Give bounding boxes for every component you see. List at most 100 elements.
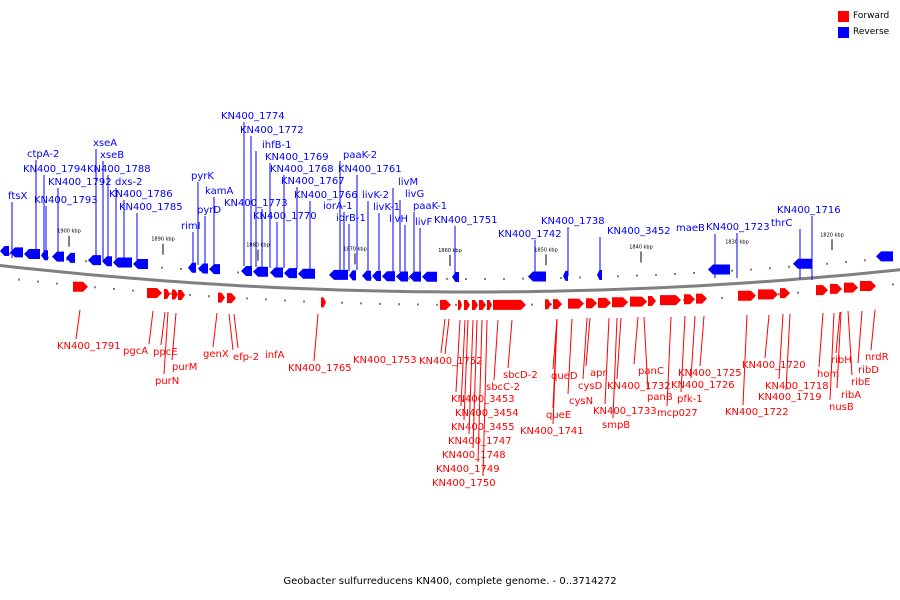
forward-genes (73, 280, 876, 310)
forward-gene-arrow (648, 296, 656, 307)
forward-gene-arrow (73, 281, 88, 292)
forward-gene-leader (313, 313, 319, 362)
forward-gene-label: KN400_1718 (765, 381, 829, 392)
forward-gene-label: KN400_1726 (671, 380, 735, 391)
forward-gene-arrow (440, 299, 451, 310)
forward-gene-label: efp-2 (233, 352, 259, 363)
forward-gene-label: KN400_1749 (436, 464, 500, 475)
forward-gene-label: ribD (858, 365, 879, 376)
forward-gene-arrow (860, 280, 876, 291)
forward-gene-leader (699, 315, 705, 367)
scale-label: 1900 kbp (57, 229, 81, 235)
scale-label: 1880 kbp (246, 243, 270, 249)
forward-gene-label: KN400_1720 (742, 360, 806, 371)
forward-gene-arrow (218, 292, 225, 303)
forward-gene-leader (785, 313, 791, 391)
forward-gene-label: queE (546, 410, 571, 421)
forward-gene-leader (75, 309, 81, 340)
forward-gene-leader (552, 318, 558, 425)
reverse-gene-label: KN400_1738 (541, 216, 605, 227)
reverse-genes (0, 245, 893, 282)
forward-gene-label: sbcD-2 (503, 370, 538, 381)
reverse-gene-label: KN400_1788 (87, 164, 151, 175)
reverse-gene-label: thrC (771, 218, 792, 229)
reverse-gene-label: KN400_1742 (498, 229, 562, 240)
forward-gene-leader (582, 317, 588, 380)
forward-gene-arrow (630, 296, 647, 307)
reverse-gene-arrow (10, 247, 23, 258)
reverse-gene-arrow (24, 248, 40, 259)
forward-gene-arrow (598, 297, 611, 308)
forward-gene-arrow (758, 289, 778, 300)
forward-gene-arrow (472, 299, 478, 310)
forward-gene-leader (212, 312, 218, 348)
forward-gene-label: KN400_1725 (678, 368, 742, 379)
forward-gene-arrow (586, 298, 597, 309)
forward-gene-label: panC (638, 366, 664, 377)
reverse-gene-label: KN400_1773 (224, 198, 288, 209)
forward-gene-leader (171, 312, 177, 361)
figure-caption: Geobacter sulfurreducens KN400, complete… (283, 576, 617, 587)
reverse-gene-arrow (362, 270, 371, 281)
forward-gene-label: genX (203, 349, 229, 360)
reverse-labels: ftsX ctpA-2 KN400_1794 KN400_1793 KN400_1792… (8, 111, 841, 280)
forward-gene-label: cysN (569, 396, 593, 407)
scale-label: 1860 kbp (438, 248, 462, 254)
reverse-gene-label: KN400_1774 (221, 111, 285, 122)
forward-gene-arrow (321, 297, 326, 308)
forward-gene-arrow (830, 283, 842, 294)
reverse-gene-label: ihfB-1 (262, 140, 291, 151)
forward-gene-label: KN400_3455 (451, 422, 515, 433)
forward-gene-arrow (844, 282, 858, 293)
forward-gene-label: KN400_1750 (432, 478, 496, 489)
forward-gene-label: KN400_1732 (607, 381, 671, 392)
forward-gene-leader (444, 318, 450, 355)
forward-gene-label: mcp027 (657, 408, 698, 419)
forward-gene-label: queD (551, 371, 578, 382)
forward-gene-leader (585, 317, 591, 367)
forward-gene-leader (666, 316, 672, 407)
forward-gene-leader (160, 311, 166, 346)
reverse-gene-label: KN400_1751 (434, 215, 498, 226)
forward-gene-leader (163, 311, 169, 375)
reverse-gene-arrow (409, 271, 421, 282)
reverse-gene-arrow (793, 258, 812, 269)
reverse-gene-arrow (133, 258, 148, 269)
forward-gene-leader (482, 319, 488, 477)
forward-gene-leader (835, 311, 841, 354)
reverse-gene-arrow (349, 270, 356, 281)
forward-gene-label: purM (172, 362, 197, 373)
reverse-gene-arrow (372, 270, 381, 281)
reverse-gene-label: KN400_1761 (338, 164, 402, 175)
reverse-gene-label: maeB (676, 223, 705, 234)
reverse-gene-label: KN400_1723 (706, 222, 770, 233)
reverse-gene-label: KN400_1785 (119, 202, 183, 213)
forward-gene-leader (829, 312, 835, 401)
forward-gene-arrow (164, 288, 170, 299)
forward-gene-label: hom (817, 369, 839, 380)
forward-swatch (838, 10, 849, 22)
scale-label: 1870 kbp (343, 246, 367, 252)
forward-gene-label: KN400_3454 (455, 408, 519, 419)
reverse-gene-arrow (41, 250, 48, 261)
forward-gene-leader (460, 319, 466, 407)
forward-gene-leader (148, 310, 154, 345)
reverse-gene-arrow (88, 255, 101, 266)
legend-item-reverse: Reverse (838, 24, 889, 40)
forward-gene-leader (818, 312, 824, 368)
reverse-gene-label: KN400_1792 (48, 177, 112, 188)
reverse-gene-label: pyrK (191, 171, 214, 182)
forward-gene-arrow (178, 290, 185, 301)
forward-gene-arrow (147, 288, 162, 299)
reverse-gene-label: KN400_1772 (240, 125, 304, 136)
forward-gene-arrow (684, 294, 695, 305)
forward-gene-arrow (696, 293, 707, 304)
reverse-gene-arrow (66, 252, 75, 263)
reverse-gene-arrow (708, 264, 730, 275)
forward-gene-label: pfk-1 (677, 394, 703, 405)
scale-label: 1850 kbp (534, 247, 558, 253)
forward-gene-arrow (464, 299, 470, 310)
reverse-gene-arrow (597, 269, 602, 280)
forward-gene-arrow (172, 289, 178, 300)
reverse-gene-arrow (528, 271, 546, 282)
